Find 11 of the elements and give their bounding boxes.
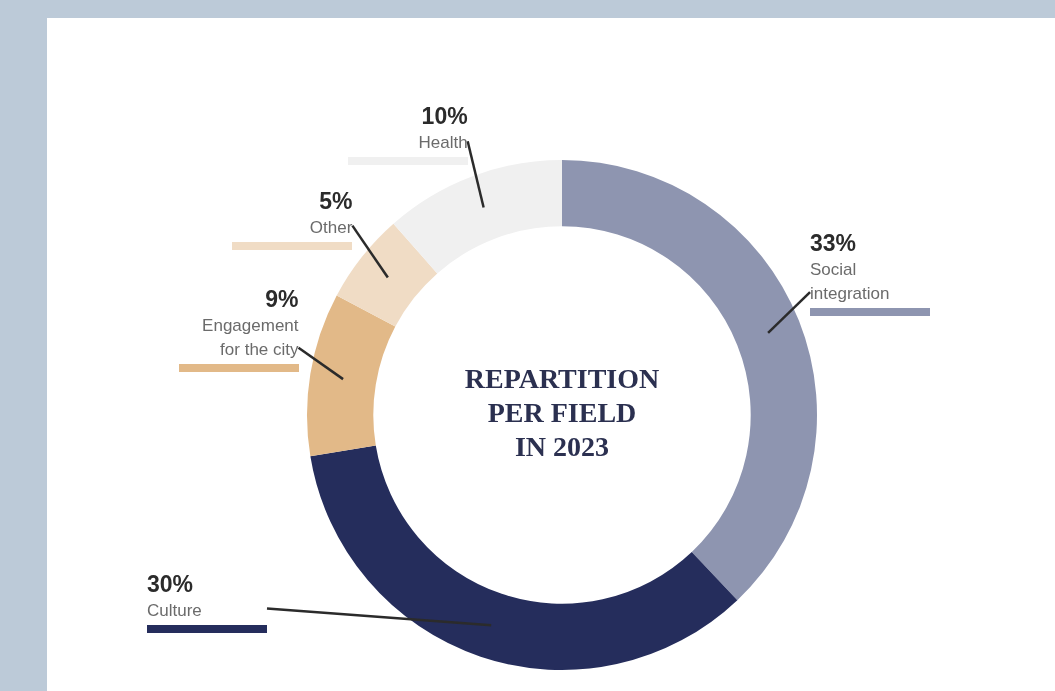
slice-label: Health xyxy=(417,132,468,155)
data-label: 33% xyxy=(810,229,858,259)
data-label: 5% xyxy=(318,186,353,216)
slice-label: Other xyxy=(308,216,353,239)
slice-label: Social integration xyxy=(810,259,891,306)
text: REPARTITION PER FIELD IN 2023 xyxy=(464,363,660,463)
data-label: 30% xyxy=(147,569,195,599)
data-label: 10% xyxy=(420,102,468,132)
slice-label: Engagement for the city xyxy=(201,314,299,361)
slice-label: Culture xyxy=(147,599,203,622)
data-label: 9% xyxy=(264,284,299,314)
